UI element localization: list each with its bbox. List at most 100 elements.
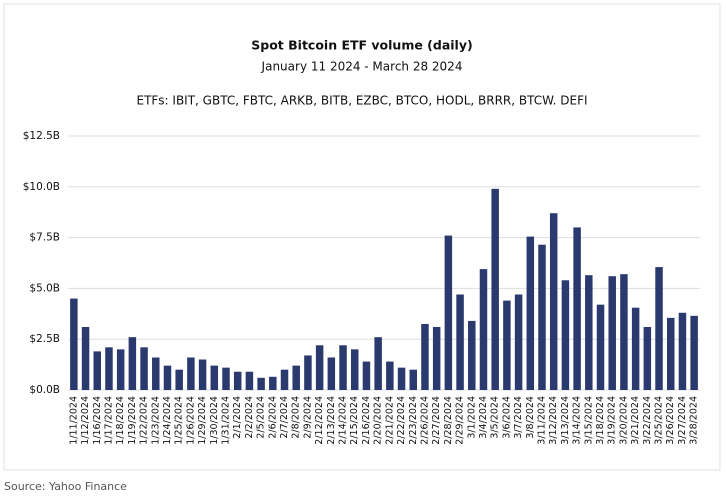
x-tick-label: 3/13/2024 (560, 396, 571, 445)
x-tick-label: 2/15/2024 (349, 396, 360, 445)
bar (549, 213, 558, 390)
chart-subtitle: January 11 2024 - March 28 2024 (261, 60, 463, 74)
x-tick-label: 3/21/2024 (630, 396, 641, 445)
chart-note: ETFs: IBIT, GBTC, FBTC, ARKB, BITB, EZBC… (136, 94, 587, 108)
x-tick-label: 2/28/2024 (443, 396, 454, 445)
bar (666, 317, 675, 390)
bar (386, 361, 394, 390)
y-tick-label: $12.5B (23, 130, 60, 142)
x-tick-label: 2/27/2024 (431, 396, 442, 445)
x-tick-label: 1/16/2024 (92, 396, 103, 445)
x-tick-label: 3/28/2024 (689, 396, 700, 445)
bar (573, 227, 581, 390)
x-tick-label: 3/18/2024 (595, 396, 606, 445)
bar (421, 323, 429, 390)
bar (315, 345, 324, 390)
x-tick-label: 3/26/2024 (665, 396, 676, 445)
bar (561, 280, 570, 390)
x-tick-label: 2/20/2024 (373, 396, 384, 445)
bar (655, 267, 663, 390)
x-tick-label: 3/20/2024 (618, 396, 629, 445)
bar (585, 275, 593, 390)
x-tick-label: 2/14/2024 (338, 396, 349, 445)
bar (456, 294, 464, 390)
bar (479, 269, 488, 390)
bar (514, 294, 523, 390)
x-tick-label: 3/19/2024 (607, 396, 618, 445)
bar (269, 376, 277, 390)
x-tick-label: 1/25/2024 (174, 396, 185, 445)
bar (538, 244, 546, 390)
bar (257, 377, 265, 390)
x-tick-label: 2/9/2024 (302, 396, 313, 439)
bar (93, 351, 102, 390)
y-tick-label: $2.5B (29, 333, 60, 345)
x-tick-label: 2/5/2024 (256, 396, 267, 439)
bar (81, 327, 90, 390)
bar (409, 369, 418, 390)
source: Source: Yahoo Finance (4, 480, 127, 493)
x-tick-label: 2/26/2024 (419, 396, 430, 445)
y-tick-label: $7.5B (29, 232, 60, 244)
x-tick-label: 2/1/2024 (232, 396, 243, 439)
x-tick-label: 3/6/2024 (501, 396, 512, 439)
x-tick-label: 3/27/2024 (677, 396, 688, 445)
x-tick-label: 1/30/2024 (209, 396, 220, 445)
chart-frame (3, 3, 721, 471)
bar (491, 188, 499, 390)
x-tick-label: 2/8/2024 (291, 396, 302, 439)
x-tick-label: 1/18/2024 (115, 396, 126, 445)
x-tick-label: 2/29/2024 (455, 396, 466, 445)
bar (397, 367, 406, 390)
bar (608, 276, 616, 390)
bar (432, 327, 441, 390)
bar (631, 307, 640, 390)
x-tick-label: 2/7/2024 (279, 396, 290, 439)
x-tick-label: 2/23/2024 (408, 396, 419, 445)
bar (70, 298, 78, 390)
x-tick-label: 2/2/2024 (244, 396, 255, 439)
bar (292, 365, 300, 390)
bar (468, 320, 476, 390)
x-tick-label: 1/17/2024 (103, 396, 114, 445)
x-tick-label: 2/16/2024 (361, 396, 372, 445)
bar (339, 345, 347, 390)
x-tick-label: 3/22/2024 (642, 396, 653, 445)
x-tick-label: 2/12/2024 (314, 396, 325, 445)
x-tick-label: 3/8/2024 (525, 396, 536, 439)
y-tick-label: $0.0B (29, 384, 60, 396)
bar (444, 235, 453, 390)
bar (233, 371, 242, 390)
bar (210, 365, 219, 390)
bar (374, 337, 382, 390)
x-tick-label: 1/22/2024 (139, 396, 150, 445)
bar (280, 369, 289, 390)
x-tick-label: 3/25/2024 (654, 396, 665, 445)
bar (128, 337, 137, 390)
y-tick-label: $5.0B (29, 282, 60, 294)
x-tick-label: 1/26/2024 (185, 396, 196, 445)
bar (350, 349, 359, 390)
x-tick-label: 3/11/2024 (537, 396, 548, 445)
bar (690, 315, 698, 390)
x-tick-label: 2/6/2024 (267, 396, 278, 439)
x-tick-label: 1/24/2024 (162, 396, 173, 445)
x-tick-label: 2/13/2024 (326, 396, 337, 445)
bar (304, 355, 312, 390)
bar (198, 359, 207, 390)
bar (503, 300, 511, 390)
bar (175, 369, 183, 390)
bar (152, 357, 160, 390)
x-tick-label: 3/7/2024 (513, 396, 524, 439)
bar (327, 357, 336, 390)
x-tick-label: 3/5/2024 (490, 396, 501, 439)
bar (140, 347, 148, 390)
bar (105, 347, 113, 390)
x-tick-label: 2/21/2024 (384, 396, 395, 445)
bar (245, 371, 254, 390)
bar (596, 304, 605, 390)
bar (643, 327, 652, 390)
bar (116, 349, 125, 390)
x-tick-label: 3/15/2024 (583, 396, 594, 445)
